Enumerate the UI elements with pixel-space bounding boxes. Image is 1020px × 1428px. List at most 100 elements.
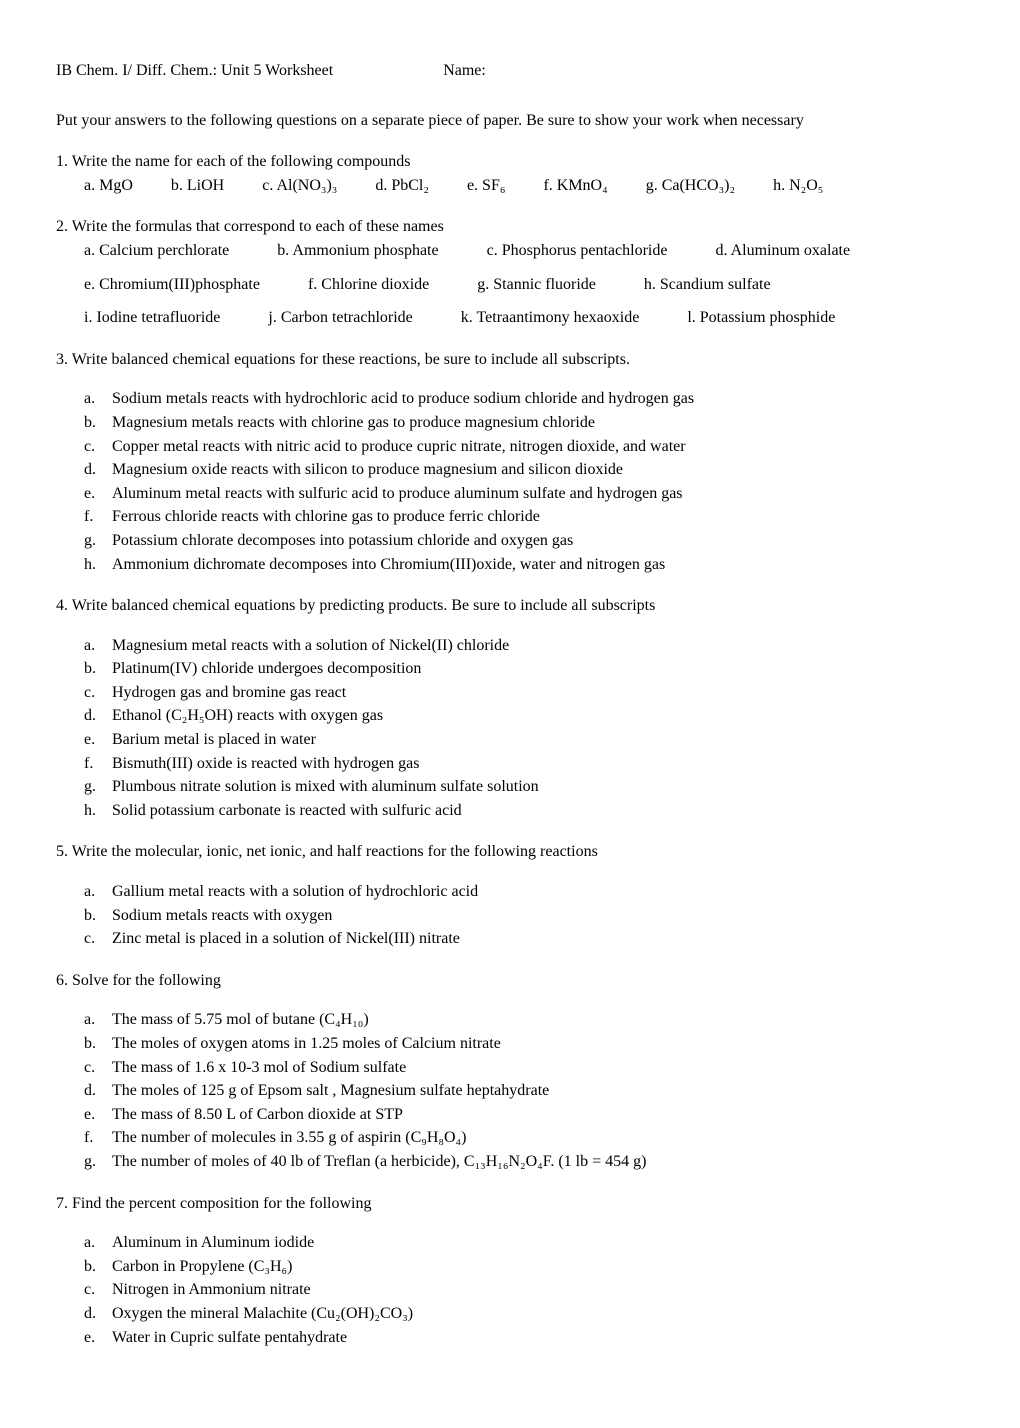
list-item: c.Hydrogen gas and bromine gas react bbox=[84, 682, 964, 704]
list-item: c.Copper metal reacts with nitric acid t… bbox=[84, 436, 964, 458]
list-item-text: Platinum(IV) chloride undergoes decompos… bbox=[112, 658, 421, 680]
list-item-label: d. bbox=[84, 459, 112, 481]
question-3: 3. Write balanced chemical equations for… bbox=[56, 349, 964, 575]
list-item: b.Carbon in Propylene (C₃H₆) bbox=[84, 1256, 964, 1278]
question-1-items: a. MgOb. LiOHc. Al(NO₃)₃d. PbCl₂e. SF₆f.… bbox=[84, 175, 964, 197]
worksheet-header: IB Chem. I/ Diff. Chem.: Unit 5 Workshee… bbox=[56, 60, 964, 82]
list-item: a.Sodium metals reacts with hydrochloric… bbox=[84, 388, 964, 410]
list-item-label: d. bbox=[84, 705, 112, 727]
list-item-text: Copper metal reacts with nitric acid to … bbox=[112, 436, 686, 458]
list-item: d.The moles of 125 g of Epsom salt , Mag… bbox=[84, 1080, 964, 1102]
list-item: d.Oxygen the mineral Malachite (Cu₂(OH)₂… bbox=[84, 1303, 964, 1325]
list-item: g.The number of moles of 40 lb of Trefla… bbox=[84, 1151, 964, 1173]
list-item: d.Magnesium oxide reacts with silicon to… bbox=[84, 459, 964, 481]
list-item-text: The mass of 1.6 x 10-3 mol of Sodium sul… bbox=[112, 1057, 406, 1079]
list-item-label: a. bbox=[84, 388, 112, 410]
inline-item: e. SF₆ bbox=[467, 175, 505, 197]
list-item-label: c. bbox=[84, 1279, 112, 1301]
question-2-text: 2. Write the formulas that correspond to… bbox=[56, 216, 964, 238]
list-item: b.The moles of oxygen atoms in 1.25 mole… bbox=[84, 1033, 964, 1055]
list-item-label: e. bbox=[84, 483, 112, 505]
inline-item: c. Phosphorus pentachloride bbox=[487, 240, 668, 262]
list-item-text: Aluminum metal reacts with sulfuric acid… bbox=[112, 483, 683, 505]
list-item: f.Bismuth(III) oxide is reacted with hyd… bbox=[84, 753, 964, 775]
list-item-label: c. bbox=[84, 1057, 112, 1079]
list-item-label: e. bbox=[84, 1327, 112, 1349]
list-item-label: a. bbox=[84, 1009, 112, 1031]
list-item-label: a. bbox=[84, 635, 112, 657]
list-item-text: Carbon in Propylene (C₃H₆) bbox=[112, 1256, 292, 1278]
list-item-text: Ethanol (C₂H₅OH) reacts with oxygen gas bbox=[112, 705, 383, 727]
list-item-text: The moles of 125 g of Epsom salt , Magne… bbox=[112, 1080, 549, 1102]
list-item-text: Gallium metal reacts with a solution of … bbox=[112, 881, 478, 903]
list-item-label: d. bbox=[84, 1303, 112, 1325]
inline-item: f. Chlorine dioxide bbox=[308, 274, 429, 296]
list-item: a.The mass of 5.75 mol of butane (C₄H₁₀) bbox=[84, 1009, 964, 1031]
list-item-text: Magnesium metal reacts with a solution o… bbox=[112, 635, 509, 657]
list-item-label: b. bbox=[84, 1033, 112, 1055]
inline-item: f. KMnO₄ bbox=[543, 175, 607, 197]
list-item-label: c. bbox=[84, 436, 112, 458]
list-item-text: Potassium chlorate decomposes into potas… bbox=[112, 530, 573, 552]
list-item-label: g. bbox=[84, 530, 112, 552]
worksheet-title: IB Chem. I/ Diff. Chem.: Unit 5 Workshee… bbox=[56, 60, 333, 82]
question-7-items: a.Aluminum in Aluminum iodideb.Carbon in… bbox=[84, 1232, 964, 1348]
list-item-text: Hydrogen gas and bromine gas react bbox=[112, 682, 346, 704]
list-item-text: Water in Cupric sulfate pentahydrate bbox=[112, 1327, 347, 1349]
list-item-label: b. bbox=[84, 658, 112, 680]
inline-item: k. Tetraantimony hexaoxide bbox=[461, 307, 640, 329]
inline-item: c. Al(NO₃)₃ bbox=[262, 175, 337, 197]
question-7: 7. Find the percent composition for the … bbox=[56, 1193, 964, 1349]
list-item-label: b. bbox=[84, 905, 112, 927]
list-item: h.Solid potassium carbonate is reacted w… bbox=[84, 800, 964, 822]
question-4: 4. Write balanced chemical equations by … bbox=[56, 595, 964, 821]
list-item-text: Nitrogen in Ammonium nitrate bbox=[112, 1279, 311, 1301]
list-item-label: b. bbox=[84, 1256, 112, 1278]
list-item: e.Aluminum metal reacts with sulfuric ac… bbox=[84, 483, 964, 505]
list-item-text: Plumbous nitrate solution is mixed with … bbox=[112, 776, 539, 798]
inline-item: b. Ammonium phosphate bbox=[277, 240, 438, 262]
intro-text: Put your answers to the following questi… bbox=[56, 110, 964, 132]
list-item-label: f. bbox=[84, 1127, 112, 1149]
list-item-label: b. bbox=[84, 412, 112, 434]
list-item: b.Magnesium metals reacts with chlorine … bbox=[84, 412, 964, 434]
list-item: h.Ammonium dichromate decomposes into Ch… bbox=[84, 554, 964, 576]
question-1: 1. Write the name for each of the follow… bbox=[56, 151, 964, 196]
list-item-text: Sodium metals reacts with hydrochloric a… bbox=[112, 388, 694, 410]
question-2: 2. Write the formulas that correspond to… bbox=[56, 216, 964, 328]
list-item: g.Potassium chlorate decomposes into pot… bbox=[84, 530, 964, 552]
list-item-label: f. bbox=[84, 506, 112, 528]
list-item-label: d. bbox=[84, 1080, 112, 1102]
list-item: b.Platinum(IV) chloride undergoes decomp… bbox=[84, 658, 964, 680]
list-item-label: a. bbox=[84, 881, 112, 903]
list-item-label: h. bbox=[84, 554, 112, 576]
question-3-items: a.Sodium metals reacts with hydrochloric… bbox=[84, 388, 964, 575]
list-item: f.The number of molecules in 3.55 g of a… bbox=[84, 1127, 964, 1149]
list-item-label: g. bbox=[84, 1151, 112, 1173]
question-5-items: a.Gallium metal reacts with a solution o… bbox=[84, 881, 964, 950]
question-6: 6. Solve for the following a.The mass of… bbox=[56, 970, 964, 1173]
list-item-text: Ferrous chloride reacts with chlorine ga… bbox=[112, 506, 540, 528]
list-item-label: f. bbox=[84, 753, 112, 775]
inline-row: i. Iodine tetrafluoridej. Carbon tetrach… bbox=[84, 307, 964, 329]
inline-item: b. LiOH bbox=[171, 175, 224, 197]
question-1-text: 1. Write the name for each of the follow… bbox=[56, 151, 964, 173]
list-item-text: Oxygen the mineral Malachite (Cu₂(OH)₂CO… bbox=[112, 1303, 413, 1325]
inline-item: e. Chromium(III)phosphate bbox=[84, 274, 260, 296]
list-item: g.Plumbous nitrate solution is mixed wit… bbox=[84, 776, 964, 798]
list-item: a.Gallium metal reacts with a solution o… bbox=[84, 881, 964, 903]
list-item-label: e. bbox=[84, 729, 112, 751]
list-item-text: Zinc metal is placed in a solution of Ni… bbox=[112, 928, 460, 950]
list-item: c.Zinc metal is placed in a solution of … bbox=[84, 928, 964, 950]
list-item-text: Ammonium dichromate decomposes into Chro… bbox=[112, 554, 665, 576]
inline-item: g. Stannic fluoride bbox=[477, 274, 596, 296]
list-item-text: Sodium metals reacts with oxygen bbox=[112, 905, 332, 927]
question-6-text: 6. Solve for the following bbox=[56, 970, 964, 992]
inline-item: g. Ca(HCO₃)₂ bbox=[646, 175, 735, 197]
inline-item: a. Calcium perchlorate bbox=[84, 240, 229, 262]
list-item: a.Magnesium metal reacts with a solution… bbox=[84, 635, 964, 657]
question-4-items: a.Magnesium metal reacts with a solution… bbox=[84, 635, 964, 822]
list-item-label: h. bbox=[84, 800, 112, 822]
list-item-text: Barium metal is placed in water bbox=[112, 729, 316, 751]
list-item-text: The number of moles of 40 lb of Treflan … bbox=[112, 1151, 646, 1173]
